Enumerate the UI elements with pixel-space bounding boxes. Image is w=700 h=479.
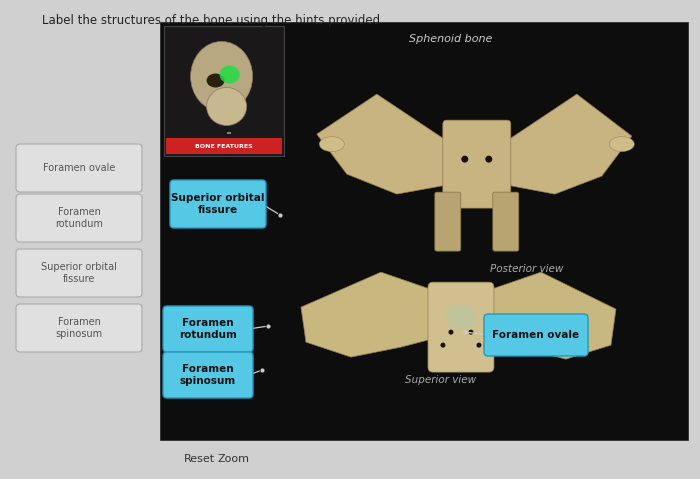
Text: Posterior view: Posterior view: [490, 264, 564, 274]
FancyBboxPatch shape: [16, 194, 142, 242]
Ellipse shape: [440, 342, 445, 348]
FancyBboxPatch shape: [16, 144, 142, 192]
Ellipse shape: [220, 66, 239, 83]
FancyBboxPatch shape: [484, 314, 588, 356]
FancyBboxPatch shape: [493, 192, 519, 251]
FancyBboxPatch shape: [16, 249, 142, 297]
Ellipse shape: [190, 42, 253, 112]
Text: Superior orbital
fissure: Superior orbital fissure: [41, 262, 117, 284]
Polygon shape: [317, 94, 452, 194]
Text: Foramen ovale: Foramen ovale: [492, 330, 580, 340]
Text: Reset: Reset: [184, 454, 215, 464]
FancyBboxPatch shape: [163, 306, 253, 352]
Text: BONE FEATURES: BONE FEATURES: [195, 144, 253, 148]
Text: Foramen
rotundum: Foramen rotundum: [179, 318, 237, 340]
Text: Superior view: Superior view: [405, 375, 477, 385]
Ellipse shape: [485, 156, 492, 162]
FancyBboxPatch shape: [166, 138, 282, 154]
Text: Label the structures of the bone using the hints provided.: Label the structures of the bone using t…: [42, 14, 384, 27]
Ellipse shape: [461, 156, 468, 162]
Text: Foramen ovale: Foramen ovale: [43, 163, 116, 173]
FancyBboxPatch shape: [428, 282, 494, 372]
Text: Foramen
spinosum: Foramen spinosum: [180, 364, 236, 386]
FancyBboxPatch shape: [16, 304, 142, 352]
Text: Sphenoid bone: Sphenoid bone: [409, 34, 492, 44]
Ellipse shape: [206, 88, 246, 125]
Text: Foramen
rotundum: Foramen rotundum: [55, 207, 103, 229]
Polygon shape: [502, 94, 632, 194]
Ellipse shape: [449, 330, 454, 335]
Ellipse shape: [319, 137, 344, 152]
Ellipse shape: [468, 330, 473, 335]
Ellipse shape: [206, 73, 225, 88]
FancyBboxPatch shape: [160, 22, 688, 440]
FancyBboxPatch shape: [443, 120, 511, 208]
Ellipse shape: [446, 305, 476, 330]
Text: Zoom: Zoom: [218, 454, 250, 464]
FancyBboxPatch shape: [164, 26, 284, 156]
Text: Foramen
spinosum: Foramen spinosum: [55, 317, 103, 339]
FancyBboxPatch shape: [170, 180, 266, 228]
FancyBboxPatch shape: [435, 192, 461, 251]
FancyBboxPatch shape: [163, 352, 253, 398]
Ellipse shape: [477, 342, 482, 348]
Text: Superior orbital
fissure: Superior orbital fissure: [172, 193, 265, 215]
Polygon shape: [483, 272, 616, 359]
Ellipse shape: [609, 137, 634, 152]
Polygon shape: [301, 272, 439, 357]
